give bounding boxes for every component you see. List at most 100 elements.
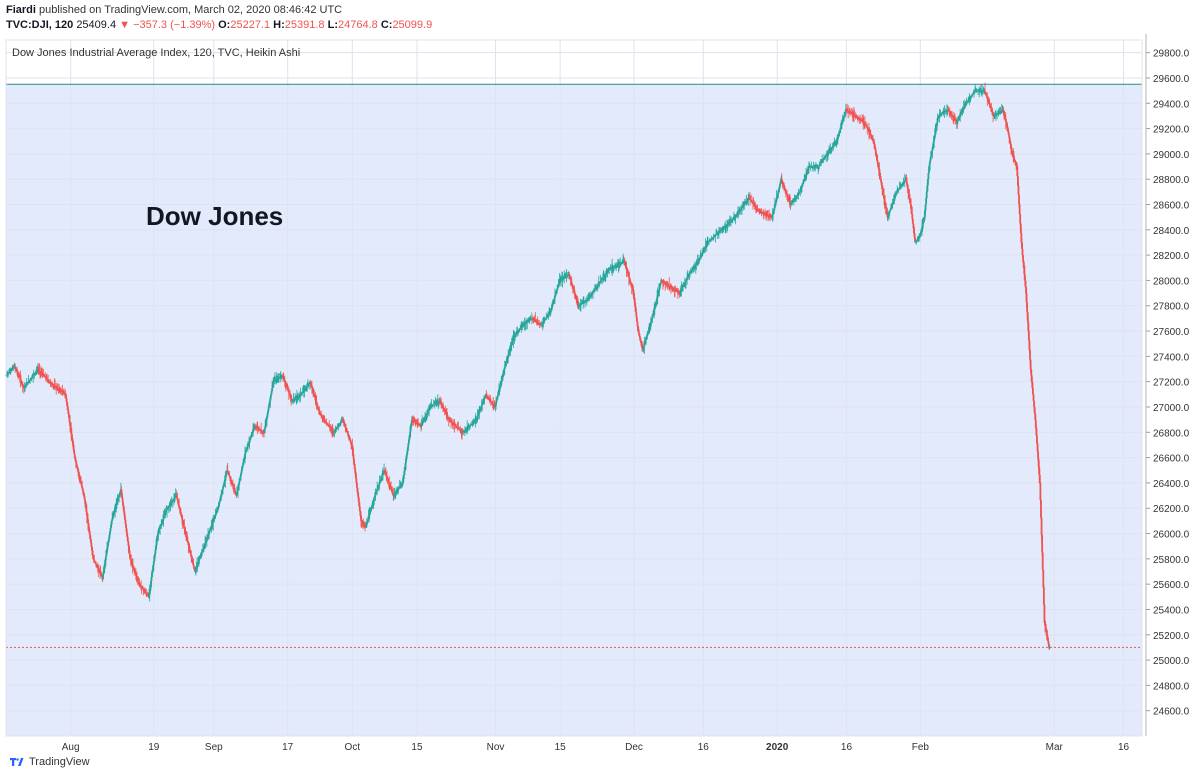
candle-body [341, 420, 343, 422]
candle-body [791, 202, 794, 204]
candle-body [17, 373, 20, 375]
footer-brand-label: TradingView [29, 756, 90, 768]
candle-body [409, 431, 411, 436]
plot-frame [5, 39, 1143, 737]
candle-body [165, 509, 168, 512]
candle-body [442, 406, 444, 408]
candle-body [240, 473, 242, 477]
close-label: C: [380, 19, 393, 31]
candle-body [568, 274, 571, 277]
candle-body [68, 418, 71, 423]
candle-body [310, 383, 313, 386]
candle-body [314, 397, 317, 400]
candle-body [323, 418, 325, 420]
candle-body [1037, 459, 1040, 468]
candle-body [820, 161, 823, 163]
candle-body [289, 394, 291, 396]
x-tick-label: Aug [62, 742, 80, 752]
candle-body [991, 111, 994, 113]
candle-body [426, 412, 429, 415]
candle-body [930, 150, 933, 154]
candle-body [337, 425, 339, 427]
candle-body [642, 346, 645, 349]
candle-body [647, 330, 650, 333]
candle-body [472, 422, 475, 424]
candle-body [1040, 500, 1042, 518]
candle-body [136, 577, 139, 580]
candle-body [239, 476, 242, 479]
candle-body [1015, 163, 1018, 165]
candle-body [1030, 375, 1033, 382]
candle-body [327, 425, 330, 427]
candle-body [481, 403, 484, 406]
candle-body [149, 580, 152, 585]
candle-body [79, 478, 82, 482]
candle-body [218, 503, 220, 506]
price-chart[interactable]: 29800.029600.029400.029200.029000.028800… [0, 34, 1200, 752]
candle-body [167, 506, 170, 508]
candle-body [954, 119, 957, 121]
candle-body [117, 497, 120, 500]
candle-body [237, 487, 239, 491]
high-label: H: [273, 19, 285, 31]
candle-body [401, 482, 404, 484]
candle-body [405, 459, 407, 464]
candle-body [506, 359, 508, 362]
x-tick-label: 15 [555, 742, 567, 752]
candle-body [735, 214, 738, 216]
candle-body [841, 121, 844, 124]
candle-body [917, 238, 919, 240]
candle-body [189, 550, 192, 553]
y-tick-label: 25000.0 [1153, 656, 1190, 667]
candle-body [779, 181, 782, 184]
candle-body [453, 423, 455, 425]
candle-body [173, 497, 176, 499]
candle-body [386, 476, 388, 479]
candle-body [687, 274, 690, 276]
candle-body [722, 227, 725, 229]
candle-body [1026, 302, 1029, 313]
candle-body [187, 543, 190, 546]
candle-body [350, 441, 353, 444]
candle-body [602, 277, 605, 279]
candle-body [19, 378, 22, 380]
candle-body [756, 209, 759, 211]
high-value: 25391.8 [284, 19, 325, 31]
candle-body [637, 326, 639, 332]
candle-body [905, 179, 908, 183]
candle-body [384, 473, 387, 475]
candle-body [1042, 587, 1045, 605]
candle-body [1048, 644, 1050, 648]
candle-body [253, 427, 256, 430]
candle-body [315, 401, 318, 404]
candle-body [1027, 321, 1030, 332]
candle-body [678, 292, 681, 294]
candle-body [246, 446, 249, 449]
candle-body [573, 291, 576, 294]
candle-body [195, 566, 198, 569]
candle-body [832, 145, 835, 147]
y-tick-label: 28200.0 [1153, 251, 1190, 262]
candle-body [705, 243, 708, 245]
candle-body [65, 398, 68, 403]
candle-body [73, 449, 76, 454]
candle-body [1029, 359, 1032, 370]
candle-body [126, 532, 129, 538]
footer-brand[interactable]: TradingView [10, 756, 90, 768]
candle-body [425, 414, 428, 416]
candle-body [209, 528, 212, 531]
candle-body [929, 160, 932, 164]
candle-body [737, 213, 739, 215]
candle-body [780, 179, 783, 181]
candle-body [576, 301, 579, 304]
candle-body [145, 593, 148, 595]
candle-body [69, 422, 71, 426]
candle-body [750, 200, 753, 202]
candle-body [598, 282, 601, 284]
candle-body [69, 425, 72, 430]
candle-body [290, 397, 293, 400]
candle-body [775, 200, 777, 203]
candle-body [168, 505, 171, 507]
candle-body [199, 557, 201, 559]
candle-body [270, 391, 273, 395]
